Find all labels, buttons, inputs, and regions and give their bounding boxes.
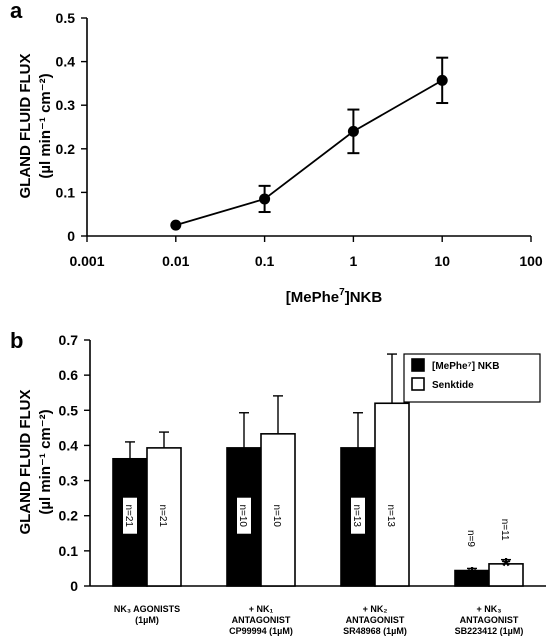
panel-b-n-label-background	[237, 497, 251, 534]
panel-a: a GLAND FLUID FLUX (µl min⁻¹ cm⁻²) 00.10…	[10, 0, 543, 306]
panel-b-category-label: ANTAGONIST	[460, 615, 519, 625]
panel-b-n-label: n=10	[271, 504, 282, 527]
panel-a-axes	[86, 18, 531, 237]
panel-b-legend-box	[403, 353, 541, 403]
panel-a-x-tick-label: 100	[519, 253, 543, 269]
panel-b-y-tick-label: 0.3	[59, 473, 79, 489]
panel-b-category-label: SB223412 (1µM)	[455, 626, 524, 636]
panel-b-category-label: ANTAGONIST	[346, 615, 405, 625]
panel-b-category-labels: NK₃ AGONISTS(1µM)+ NK₁ANTAGONISTCP99994 …	[114, 604, 524, 636]
panel-a-data-point	[259, 193, 271, 205]
panel-b-category-label: + NK₃	[477, 604, 502, 614]
panel-a-label: a	[10, 0, 23, 23]
panel-b-category-label: (1µM)	[135, 615, 159, 625]
panel-b-label: b	[10, 328, 23, 353]
panel-b: b GLAND FLUID FLUX (µl min⁻¹ cm⁻²) 00.10…	[10, 328, 546, 636]
panel-b-category-label: + NK₂	[363, 604, 388, 614]
panel-a-y-ticks: 0 0.1 0.2 0.3 0.4 0.5	[56, 10, 87, 244]
panel-b-category-label: + NK₁	[249, 604, 274, 614]
panel-b-n-label: n=13	[351, 504, 362, 527]
panel-a-y-tick-label: 0.4	[56, 54, 76, 70]
panel-a-y-tick-label: 0.3	[56, 97, 76, 113]
panel-a-series	[170, 56, 449, 231]
panel-a-x-tick-label: 0.1	[255, 253, 275, 269]
panel-b-legend-label: Senktide	[432, 380, 474, 391]
panel-b-y-tick-label: 0.7	[59, 332, 79, 348]
panel-a-y-tick-label: 0.1	[56, 184, 76, 200]
panel-a-xlabel-main: [MePhe	[286, 289, 339, 306]
panel-a-y-axis-label: GLAND FLUID FLUX (µl min⁻¹ cm⁻²)	[17, 54, 54, 199]
panel-a-data-point	[436, 74, 448, 86]
panel-a-xlabel-tail: ]NKB	[345, 289, 383, 306]
panel-b-legend-label: [MePhe⁷] NKB	[432, 361, 499, 372]
panel-b-ylabel-line2: (µl min⁻¹ cm⁻²)	[37, 409, 54, 514]
panel-b-bar	[146, 447, 182, 587]
panel-b-y-tick-label: 0.1	[59, 543, 79, 559]
panel-b-y-tick-label: 0.4	[59, 437, 79, 453]
panel-b-category-label: ANTAGONIST	[232, 615, 291, 625]
panel-b-y-tick-label: 0.5	[59, 402, 79, 418]
panel-b-significance-marker: *	[502, 554, 511, 579]
panel-b-category-label: CP99994 (1µM)	[229, 626, 293, 636]
panel-a-data-point	[347, 125, 359, 137]
panel-b-y-ticks: 0 0.1 0.2 0.3 0.4 0.5 0.6 0.7	[59, 332, 90, 594]
panel-a-data-point	[170, 219, 182, 231]
panel-b-category-label: SR48968 (1µM)	[343, 626, 407, 636]
panel-b-ylabel-line1: GLAND FLUID FLUX	[17, 390, 34, 535]
panel-a-ylabel-line1: GLAND FLUID FLUX	[17, 54, 34, 199]
panel-a-x-tick-label: 1	[350, 253, 358, 269]
panel-a-y-tick-label: 0	[67, 228, 75, 244]
panel-a-x-tick-label: 10	[434, 253, 450, 269]
panel-a-series-line	[175, 79, 443, 226]
panel-b-n-label-background	[123, 497, 137, 534]
panel-a-x-axis-label: [MePhe7]NKB	[286, 287, 383, 306]
panel-a-y-tick-label: 0.2	[56, 141, 76, 157]
panel-b-bar	[488, 563, 524, 587]
panel-b-n-label: n=21	[157, 504, 168, 527]
panel-b-legend-swatch	[411, 358, 425, 372]
panel-b-n-label-background	[351, 497, 365, 534]
panel-b-n-label: n=9	[465, 530, 476, 547]
panel-b-y-tick-label: 0.6	[59, 367, 79, 383]
panel-a-xlabel-sup: 7	[339, 287, 345, 298]
panel-b-legend: [MePhe⁷] NKB Senktide	[403, 353, 541, 403]
panel-b-bar	[374, 402, 410, 587]
panel-b-n-label: n=13	[385, 504, 396, 527]
panel-b-bars: n=21 n=21 n=10 n=10 n=13 n=13 n=9 * n=11 *	[112, 353, 524, 587]
panel-b-significance-marker: *	[468, 562, 477, 587]
panel-a-x-ticks: 0.001 0.01 0.1 1 10 100	[69, 236, 543, 269]
panel-a-x-tick-label: 0.001	[69, 253, 104, 269]
panel-a-ylabel-line2: (µl min⁻¹ cm⁻²)	[37, 73, 54, 178]
panel-b-n-label: n=11	[499, 519, 510, 541]
panel-b-n-label: n=10	[237, 504, 248, 527]
panel-b-y-tick-label: 0.2	[59, 508, 79, 524]
panel-b-n-label: n=21	[123, 504, 134, 527]
panel-b-legend-swatch	[411, 377, 425, 391]
panel-a-x-tick-label: 0.01	[162, 253, 189, 269]
panel-b-y-tick-label: 0	[70, 578, 78, 594]
panel-b-category-label: NK₃ AGONISTS	[114, 604, 180, 614]
panel-b-bar	[260, 433, 296, 587]
panel-a-y-tick-label: 0.5	[56, 10, 76, 26]
panel-b-y-axis-label: GLAND FLUID FLUX (µl min⁻¹ cm⁻²)	[17, 390, 54, 535]
